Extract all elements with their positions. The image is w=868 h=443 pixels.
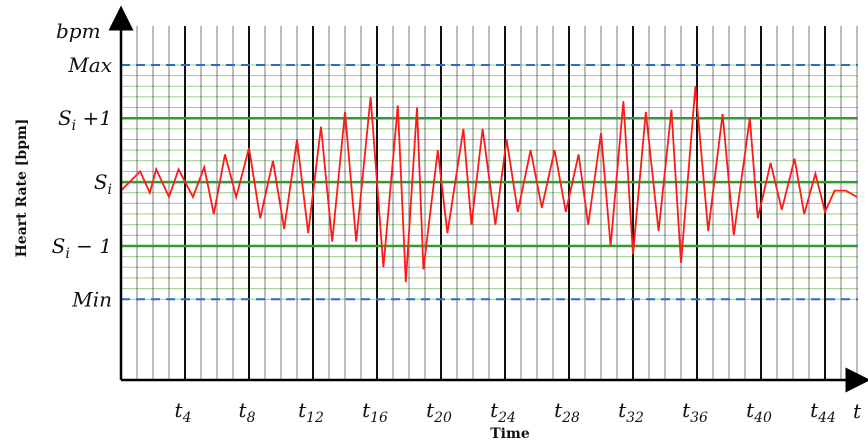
- x-tick-label: t16: [362, 398, 388, 426]
- axes: [108, 5, 868, 393]
- x-tick-label: t20: [426, 398, 452, 426]
- y-label-s-minus-1: Si − 1: [52, 234, 112, 262]
- x-axis-title: Time: [490, 426, 530, 442]
- y-label-max: Max: [67, 53, 112, 77]
- x-axis-end-label: t: [853, 399, 862, 423]
- y-level-labels: Max Si +1 Si Si − 1 Min: [52, 53, 112, 311]
- x-tick-label: t24: [490, 398, 516, 426]
- y-axis-title: Heart Rate [bpm]: [14, 119, 30, 258]
- x-tick-label: t4: [175, 398, 192, 426]
- y-label-s: Si: [94, 170, 112, 198]
- x-tick-label: t44: [810, 398, 836, 426]
- x-tick-label: t8: [239, 398, 256, 426]
- x-tick-label: t32: [618, 398, 644, 426]
- level-lines: [121, 63, 858, 301]
- y-axis-unit: bpm: [56, 19, 101, 43]
- x-tick-label: t12: [298, 398, 324, 426]
- x-tick-label: t28: [554, 398, 580, 426]
- heart-rate-series-line: [120, 86, 858, 283]
- vertical-grid: [136, 26, 858, 380]
- y-label-s-plus-1: Si +1: [58, 106, 112, 134]
- x-tick-label: t40: [746, 398, 772, 426]
- y-label-min: Min: [71, 287, 112, 311]
- x-tick-label: t36: [682, 398, 708, 426]
- x-tick-labels: t4 t8 t12 t16 t20 t24 t28 t32 t36 t40 t44: [175, 398, 836, 426]
- series-layer: [120, 86, 858, 283]
